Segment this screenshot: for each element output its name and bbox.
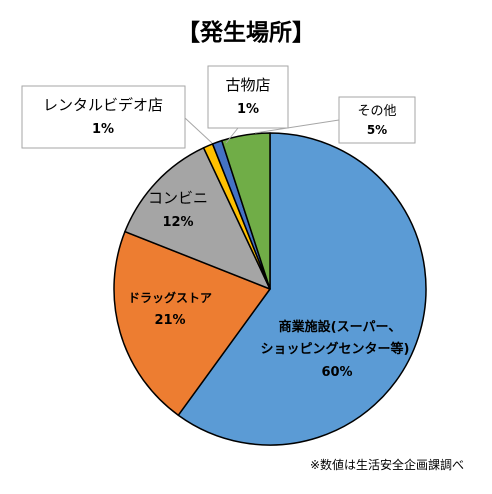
label-drugstore-pct: 21% bbox=[154, 313, 185, 328]
chart-title: 【発生場所】 bbox=[177, 20, 315, 46]
pie-slices bbox=[113, 132, 427, 446]
label-commercial-name2: ショッピングセンター等) bbox=[261, 341, 410, 357]
label-drugstore-name: ドラッグストア bbox=[128, 290, 212, 305]
pie-slice-other bbox=[221, 132, 271, 290]
label-other-name: その他 bbox=[357, 104, 396, 119]
label-other-pct: 5% bbox=[367, 123, 387, 137]
callout-box-antique bbox=[207, 65, 289, 129]
leader-line-other bbox=[254, 119, 340, 134]
pie-slice-drugstore bbox=[113, 230, 271, 416]
label-antique-pct: 1% bbox=[237, 102, 259, 117]
pie-slice-commercial bbox=[177, 132, 427, 446]
callout-box-rental bbox=[21, 85, 186, 149]
leader-line-rental bbox=[184, 117, 213, 144]
label-convenience-name: コンビニ bbox=[148, 189, 208, 207]
leader-line-antique bbox=[225, 127, 239, 144]
label-convenience-pct: 12% bbox=[162, 215, 193, 230]
label-rental-name: レンタルビデオ店 bbox=[43, 96, 163, 114]
pie-slice-convenience bbox=[124, 147, 271, 290]
source-note: ※数値は生活安全企画課調べ bbox=[310, 457, 464, 472]
label-antique-name: 古物店 bbox=[225, 76, 270, 94]
label-commercial-name: 商業施設(スーパー、 bbox=[279, 319, 402, 335]
label-commercial-pct: 60% bbox=[321, 365, 352, 380]
label-rental-pct: 1% bbox=[92, 122, 114, 137]
